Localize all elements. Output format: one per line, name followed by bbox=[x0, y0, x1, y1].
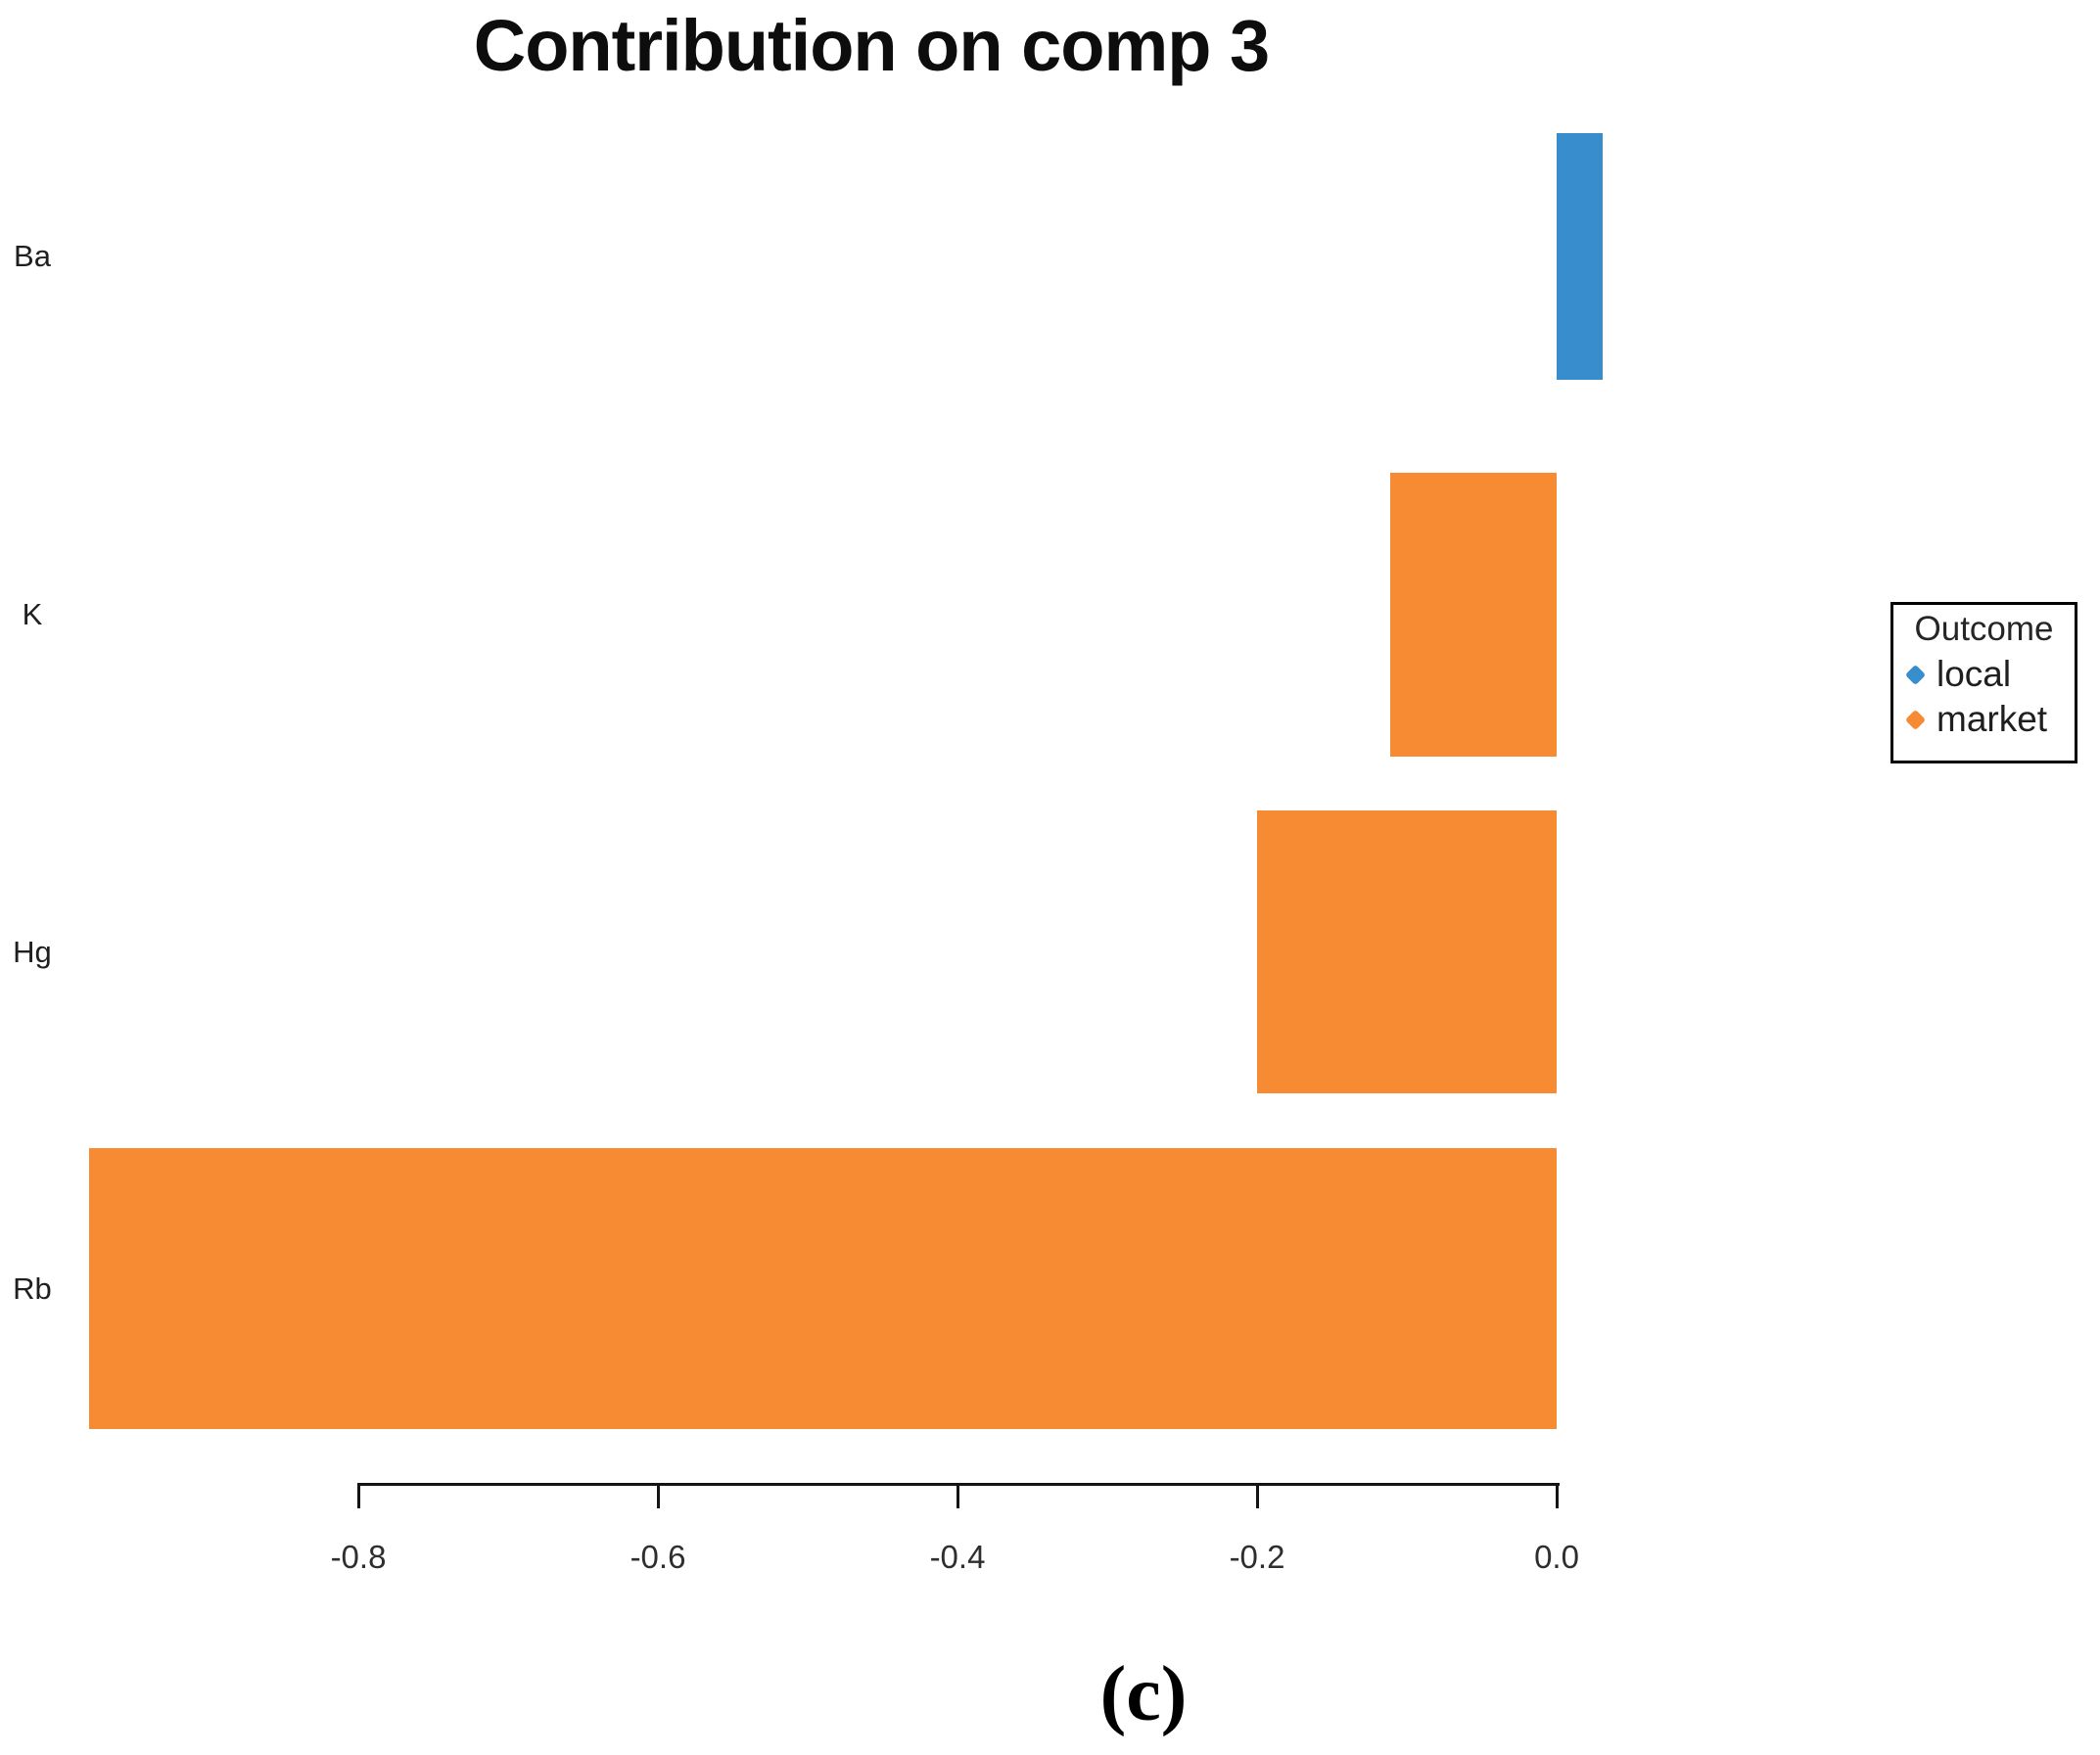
x-axis-tick bbox=[1556, 1483, 1559, 1508]
x-axis-tick bbox=[957, 1483, 959, 1508]
legend-item-local: local bbox=[1893, 654, 2075, 695]
legend-item-label: local bbox=[1937, 654, 2012, 695]
bar-rb bbox=[88, 1148, 1557, 1429]
legend-title: Outcome bbox=[1914, 610, 2054, 648]
y-axis-label-rb: Rb bbox=[13, 1270, 52, 1306]
x-axis-tick bbox=[1256, 1483, 1259, 1508]
legend-box: Outcome local market bbox=[1890, 602, 2077, 763]
bar-k bbox=[1390, 473, 1557, 757]
chart-title: Contribution on comp 3 bbox=[473, 5, 1270, 86]
x-axis-tick-label: -0.4 bbox=[929, 1539, 986, 1575]
bar-hg bbox=[1257, 810, 1557, 1093]
x-axis-tick-label: -0.8 bbox=[330, 1539, 387, 1575]
y-axis-label-hg: Hg bbox=[13, 934, 52, 969]
bar-ba bbox=[1557, 133, 1604, 380]
legend-item-market: market bbox=[1893, 699, 2075, 740]
x-axis-tick-label: -0.6 bbox=[630, 1539, 686, 1575]
legend-item-label: market bbox=[1937, 699, 2048, 740]
x-axis-tick bbox=[357, 1483, 360, 1508]
legend-marker-market-icon bbox=[1904, 709, 1927, 731]
y-axis-label-ba: Ba bbox=[14, 239, 51, 273]
x-axis-tick-label: -0.2 bbox=[1229, 1539, 1285, 1575]
subfigure-caption: (c) bbox=[1099, 1651, 1188, 1737]
x-axis-tick-label: 0.0 bbox=[1534, 1539, 1579, 1575]
x-axis-tick bbox=[657, 1483, 660, 1508]
y-axis-label-k: K bbox=[22, 597, 43, 631]
legend-marker-local-icon bbox=[1904, 665, 1927, 686]
